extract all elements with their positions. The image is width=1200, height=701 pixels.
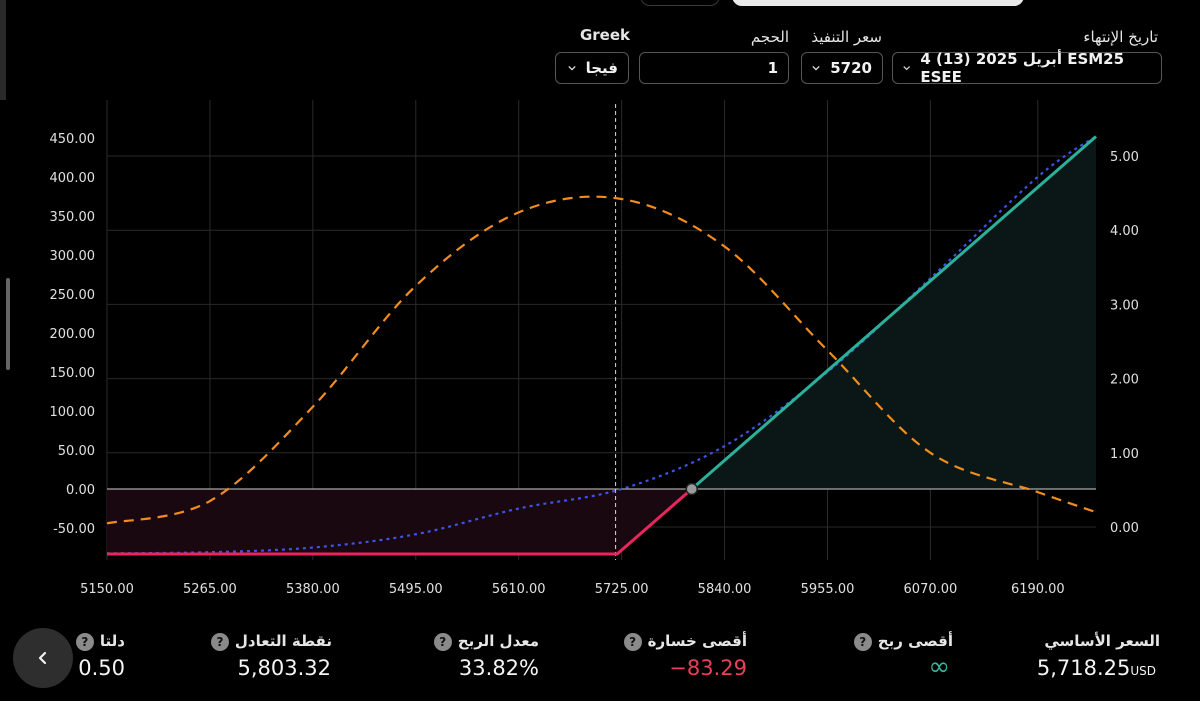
x-tick-label: 5610.00: [492, 582, 546, 597]
x-tick-label: 6070.00: [904, 582, 958, 597]
underlying-value: 5,718.25USD: [1036, 656, 1156, 680]
y-right-tick-label: 1.00: [1110, 447, 1139, 462]
series-lines: [106, 135, 1097, 556]
payoff-profit-line: [690, 135, 1097, 491]
question-circle-icon[interactable]: ?: [853, 632, 872, 651]
question-circle-icon[interactable]: ?: [75, 632, 94, 651]
edge-panel: [0, 0, 6, 100]
x-tick-label: 5150.00: [80, 582, 134, 597]
x-tick-label: 5955.00: [801, 582, 855, 597]
loss-area: [107, 489, 692, 554]
profit-rate-label: ? معدل الربح: [433, 632, 539, 651]
expiry-value: 4 أبريل 2025 (13) ESM25 ESEE: [920, 50, 1125, 86]
strike-value: 5720: [830, 59, 872, 77]
delta-value: 0.50: [78, 656, 125, 680]
payoff-chart[interactable]: 5150.00 5265.00 5380.00 5495.00 5610.00 5725.…: [0, 100, 1200, 600]
expiry-label: تاريخ الإنتهاء: [1083, 28, 1158, 46]
volume-label: الحجم: [750, 28, 789, 46]
chevron-down-icon: [567, 65, 576, 71]
chevron-down-icon: [812, 65, 820, 71]
chevron-left-icon: [38, 651, 47, 665]
expected-pnl-line: [106, 135, 1097, 555]
y-right-tick-label: 0.00: [1110, 521, 1139, 536]
question-circle-icon[interactable]: ?: [210, 632, 229, 651]
scrollbar-thumb[interactable]: [6, 278, 10, 370]
y-right-tick-label: 3.00: [1110, 298, 1139, 313]
greek-label: Greek: [579, 26, 630, 44]
question-circle-icon[interactable]: ?: [623, 632, 642, 651]
y-left-tick-label: 100.00: [50, 405, 96, 420]
payoff-loss-line: [107, 487, 693, 556]
y-left-tick-label: 400.00: [50, 171, 96, 186]
breakeven-label: ? نقطة التعادل: [210, 632, 332, 651]
vega-line: [106, 195, 1097, 525]
volume-input[interactable]: 1: [639, 52, 789, 84]
y-left-tick-label: 200.00: [50, 327, 96, 342]
profit-rate-value: 33.82%: [458, 656, 539, 680]
top-tab-fragment[interactable]: [640, 0, 720, 6]
max-loss-value: −83.29: [669, 656, 747, 680]
y-left-tick-label: 150.00: [50, 366, 96, 381]
question-circle-icon[interactable]: ?: [433, 632, 452, 651]
y-left-tick-label: 0.00: [66, 483, 95, 498]
x-tick-label: 6190.00: [1011, 582, 1065, 597]
y-right-tick-label: 5.00: [1110, 150, 1139, 165]
strike-select[interactable]: 5720: [801, 52, 883, 84]
underlying-label: السعر الأساسي: [1044, 632, 1160, 650]
delta-label: ? دلتا: [75, 632, 125, 651]
volume-value: 1: [767, 59, 778, 77]
y-left-tick-label: -50.00: [53, 522, 95, 537]
y-left-tick-label: 300.00: [50, 249, 96, 264]
breakeven-value: 5,803.32: [237, 656, 331, 680]
x-tick-label: 5495.00: [389, 582, 443, 597]
y-left-tick-label: 350.00: [50, 210, 96, 225]
chevron-down-icon: [903, 66, 911, 71]
strike-label: سعر التنفيذ: [811, 28, 882, 46]
back-button[interactable]: [13, 628, 73, 688]
max-profit-label: ? أقصى ربح: [853, 632, 953, 651]
max-loss-label: ? أقصى خسارة: [623, 632, 747, 651]
y-left-tick-label: 50.00: [58, 444, 95, 459]
top-search-fragment[interactable]: [732, 0, 1024, 6]
x-tick-label: 5380.00: [286, 582, 340, 597]
breakeven-marker: [685, 482, 698, 496]
x-tick-label: 5725.00: [595, 582, 649, 597]
max-profit-value: ∞: [928, 652, 950, 682]
y-left-tick-label: 250.00: [50, 288, 96, 303]
x-tick-label: 5840.00: [698, 582, 752, 597]
expiry-select[interactable]: 4 أبريل 2025 (13) ESM25 ESEE: [892, 50, 1162, 86]
tick-labels: 5150.00 5265.00 5380.00 5495.00 5610.00 5725.…: [50, 132, 1139, 597]
y-right-tick-label: 2.00: [1110, 373, 1139, 388]
currency-unit: USD: [1130, 664, 1156, 678]
y-left-tick-label: 450.00: [50, 132, 96, 147]
pnl-areas: [107, 104, 1096, 560]
x-tick-label: 5265.00: [183, 582, 237, 597]
y-right-tick-label: 4.00: [1110, 224, 1139, 239]
greek-value: فيجا: [585, 59, 618, 77]
greek-select[interactable]: فيجا: [555, 52, 629, 84]
